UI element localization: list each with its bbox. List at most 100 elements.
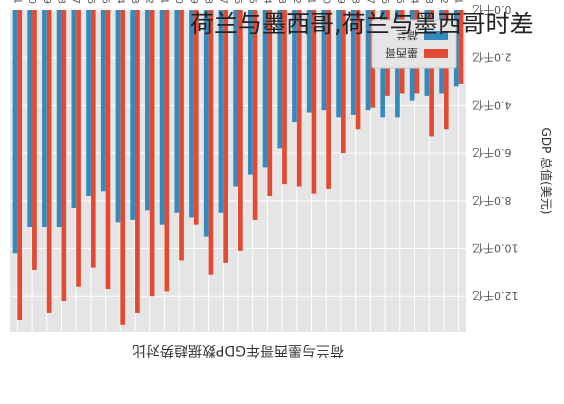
bar-mexico	[120, 10, 126, 325]
x-tick-label: 2016	[85, 0, 96, 4]
x-tick-label: 1991	[453, 0, 464, 4]
x-tick-label: 2013	[129, 0, 140, 4]
bar-netherlands	[365, 10, 371, 111]
bar-netherlands	[71, 10, 77, 208]
x-tick-label: 2021	[11, 0, 22, 4]
bar-netherlands	[233, 10, 238, 187]
bar-netherlands	[42, 10, 47, 228]
bar-netherlands	[189, 10, 194, 218]
x-tick-label: 1993	[423, 0, 434, 4]
bar-mexico	[208, 10, 214, 275]
x-tick-label: 2002	[291, 0, 302, 4]
bar-mexico	[326, 10, 331, 189]
bar-netherlands	[350, 10, 356, 115]
bar-mexico	[311, 10, 317, 194]
y-tick-label: 12.0千亿	[472, 289, 519, 302]
x-tick-label: 2015	[100, 0, 111, 4]
bar-netherlands	[262, 10, 268, 168]
bar-mexico	[252, 10, 258, 220]
x-tick-label: 2004	[261, 0, 272, 4]
bar-mexico	[296, 10, 302, 187]
x-tick-label: 2008	[203, 0, 214, 4]
bar-netherlands	[12, 10, 18, 254]
bar-netherlands	[248, 10, 253, 175]
x-tick-label: 1999	[335, 0, 346, 4]
bar-netherlands	[277, 10, 283, 149]
x-tick-label: 1997	[364, 0, 375, 4]
bar-mexico	[105, 10, 111, 290]
bar-mexico	[90, 10, 96, 268]
bar-mexico	[135, 10, 140, 313]
bar-mexico	[179, 10, 184, 261]
x-tick-label: 1994	[409, 0, 420, 4]
bar-netherlands	[306, 10, 312, 113]
legend-swatch	[424, 49, 448, 58]
x-tick-label: 2009	[188, 0, 199, 4]
bar-netherlands	[145, 10, 150, 211]
bar-mexico	[17, 10, 23, 321]
bar-netherlands	[115, 10, 121, 223]
bar-netherlands	[336, 10, 341, 118]
bar-mexico	[32, 10, 37, 270]
y-tick-label: 6.0千亿	[472, 146, 512, 159]
x-tick-label: 1995	[394, 0, 405, 4]
bar-mexico	[223, 10, 228, 263]
bar-mexico	[429, 10, 434, 137]
bar-mexico	[193, 10, 199, 225]
legend-swatch	[424, 31, 448, 40]
y-axis-label: GDP 总值(美元)	[539, 128, 554, 215]
y-tick-label: 2.0千亿	[472, 51, 512, 64]
bar-mexico	[76, 10, 81, 287]
bar-netherlands	[174, 10, 180, 213]
x-tick-label: 2001	[306, 0, 317, 4]
bar-mexico	[61, 10, 67, 301]
x-tick-label: 2011	[158, 0, 169, 4]
x-tick-label: 2017	[70, 0, 81, 4]
legend-label: 荷兰	[396, 28, 418, 41]
overlay-title: 荷兰与墨西哥,荷兰与墨西哥时差	[190, 10, 534, 38]
legend-label: 墨西哥	[385, 46, 418, 59]
bar-mexico	[443, 10, 449, 130]
bar-netherlands	[159, 10, 165, 225]
bar-mexico	[164, 10, 170, 292]
bar-mexico	[46, 10, 52, 313]
x-tick-label: 2010	[173, 0, 184, 4]
chart-title: 荷兰与墨西哥年GDP数据趋势对比	[132, 342, 344, 358]
bar-mexico	[355, 10, 361, 130]
bar-netherlands	[27, 10, 33, 228]
bar-mexico	[340, 10, 346, 154]
x-tick-label: 2006	[232, 0, 243, 4]
x-tick-label: 1998	[350, 0, 361, 4]
chart-rotated-group: 0.0千亿 2.0千亿 4.0千亿 6.0千亿 8.0千亿 10.0千亿 12.0千亿 199…	[10, 0, 554, 358]
legend: 墨西哥 荷兰	[371, 19, 457, 69]
x-tick-label: 2005	[247, 0, 258, 4]
bar-netherlands	[218, 10, 224, 213]
bar-netherlands	[100, 10, 106, 192]
bar-netherlands	[130, 10, 136, 220]
x-tick-label: 2018	[55, 0, 66, 4]
bar-mexico	[149, 10, 155, 297]
y-tick-label: 4.0千亿	[472, 98, 512, 111]
x-tick-label: 2007	[217, 0, 228, 4]
bar-netherlands	[86, 10, 91, 197]
x-tick-label: 2012	[144, 0, 155, 4]
x-tick-label: 1996	[379, 0, 390, 4]
bar-mexico	[458, 10, 464, 84]
bar-mexico	[282, 10, 287, 185]
bar-netherlands	[321, 10, 327, 111]
x-tick-label: 2003	[276, 0, 287, 4]
bar-netherlands	[292, 10, 297, 123]
bar-netherlands	[56, 10, 62, 228]
y-tick-label: 10.0千亿	[472, 242, 519, 255]
x-tick-label: 2000	[320, 0, 331, 4]
x-tick-label: 2014	[114, 0, 125, 4]
y-tick-label: 0.0千亿	[472, 3, 512, 16]
x-tick-label: 1992	[438, 0, 449, 4]
x-tick-label: 2019	[41, 0, 52, 4]
bar-mexico	[238, 10, 243, 251]
bar-netherlands	[203, 10, 209, 237]
bar-mexico	[267, 10, 273, 197]
x-tick-label: 2020	[26, 0, 37, 4]
